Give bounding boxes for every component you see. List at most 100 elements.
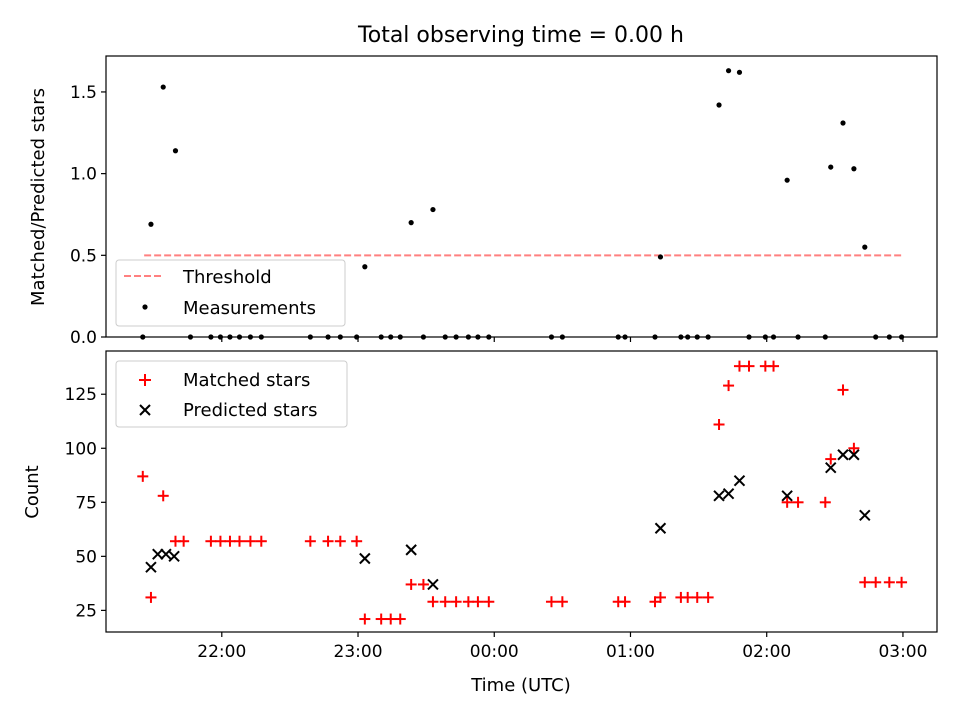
matched-star-point: [334, 535, 346, 547]
bottom-data-marks: [137, 360, 908, 625]
matched-star-point: [351, 535, 363, 547]
matched-star-point: [405, 578, 417, 590]
predicted-star-point: [427, 578, 439, 591]
top-legend-box: [115, 259, 346, 327]
predicted-star-point: [152, 548, 164, 560]
matched-star-point: [848, 442, 860, 454]
top-axis-ticks: 0.0 0.5 1.0 1.5: [70, 83, 904, 348]
matched-star-point: [545, 596, 557, 608]
matched-star-point: [837, 384, 849, 396]
measurement-point: [862, 244, 868, 250]
bottom-x-axis-label: Time (UTC): [470, 675, 571, 696]
measurement-point: [408, 220, 414, 226]
matched-star-point: [870, 576, 882, 588]
predicted-star-point: [733, 474, 746, 487]
matched-star-point: [427, 596, 439, 608]
matched-star-point: [859, 576, 871, 588]
measurement-point: [736, 69, 743, 75]
y-tick-label: 1.0: [70, 165, 97, 185]
measurement-point: [657, 254, 664, 260]
matched-star-point: [205, 535, 217, 547]
bottom-axes-frame: [105, 350, 938, 633]
predicted-star-point: [145, 561, 157, 573]
matched-star-point: [234, 535, 246, 547]
predicted-star-point: [825, 462, 837, 474]
y-tick-label: 75: [75, 493, 97, 513]
matched-legend-swatch: [139, 374, 151, 386]
x-tick-label: 22:00: [197, 642, 246, 662]
matched-star-point: [825, 453, 837, 465]
measurements-legend-label: Measurements: [183, 298, 316, 319]
measurement-point: [851, 166, 857, 172]
x-tick-label: 01:00: [606, 642, 655, 662]
top-axes-frame: [105, 55, 938, 338]
matched-star-point: [619, 596, 631, 608]
predicted-star-point: [781, 490, 793, 502]
matched-star-point: [157, 490, 169, 502]
matched-star-point: [713, 418, 725, 430]
matched-star-point: [375, 613, 387, 625]
bottom-legend-box: [115, 360, 348, 428]
predicted-star-point: [837, 449, 849, 461]
measurement-point: [148, 221, 154, 227]
y-tick-label: 1.5: [70, 83, 97, 103]
matched-star-point: [743, 360, 755, 372]
matched-star-point: [792, 496, 804, 508]
matched-star-point: [394, 613, 406, 625]
matched-star-point: [896, 576, 908, 588]
matched-star-point: [145, 591, 157, 603]
matched-star-point: [304, 535, 316, 547]
predicted-star-point: [713, 490, 725, 502]
measurement-point: [840, 120, 846, 126]
measurements-legend-swatch: [142, 304, 148, 310]
matched-star-point: [385, 613, 397, 625]
matched-star-point: [733, 360, 745, 372]
matched-star-point: [255, 535, 267, 547]
matched-star-point: [483, 596, 495, 608]
top-y-axis-label: Matched/Predicted stars: [28, 88, 49, 306]
matched-star-point: [654, 591, 666, 603]
matched-star-point: [450, 596, 462, 608]
predicted-legend-label: Predicted stars: [183, 400, 317, 421]
bottom-axis-ticks: 25 50 75 100 125 22:00 23:00 00:00 01:00 02:00 03:…: [65, 385, 928, 662]
predicted-star-point: [722, 487, 735, 500]
predicted-star-point: [859, 509, 871, 521]
y-tick-label: 0.5: [70, 246, 97, 266]
measurement-point: [716, 102, 722, 108]
predicted-star-point: [848, 449, 860, 461]
matched-star-point: [439, 596, 451, 608]
y-tick-label: 125: [65, 385, 97, 405]
threshold-legend-label: Threshold: [182, 267, 272, 288]
matched-star-point: [556, 596, 568, 608]
matched-star-point: [359, 613, 371, 625]
predicted-star-point: [160, 548, 172, 560]
x-tick-label: 00:00: [470, 642, 519, 662]
matched-star-point: [178, 535, 190, 547]
x-tick-label: 23:00: [334, 642, 383, 662]
predicted-legend-swatch: [139, 404, 151, 416]
matched-star-point: [224, 535, 236, 547]
measurement-point: [362, 264, 368, 270]
x-tick-label: 03:00: [878, 642, 927, 662]
matched-star-point: [781, 496, 793, 508]
matched-star-point: [417, 578, 429, 590]
predicted-star-point: [359, 552, 371, 565]
y-tick-label: 100: [65, 439, 97, 459]
top-legend: Threshold Measurements: [115, 259, 346, 327]
measurement-point: [160, 84, 166, 90]
matched-star-point: [682, 591, 694, 603]
bottom-panel: Count Time (UTC) 25 50 75 100 125 22:00 23:00 0…: [22, 350, 938, 696]
y-tick-label: 50: [75, 547, 97, 567]
x-tick-label: 02:00: [742, 642, 791, 662]
matched-star-point: [462, 596, 474, 608]
bottom-legend: Matched stars Predicted stars: [115, 360, 348, 428]
predicted-star-point: [654, 522, 667, 534]
y-tick-label: 0.0: [70, 328, 97, 348]
matched-star-point: [322, 535, 334, 547]
top-panel: Total observing time = 0.00 h Matched/Pr…: [28, 23, 938, 348]
matched-star-point: [819, 496, 831, 508]
matched-star-point: [214, 535, 226, 547]
predicted-star-point: [405, 544, 417, 556]
measurement-point: [828, 164, 834, 170]
